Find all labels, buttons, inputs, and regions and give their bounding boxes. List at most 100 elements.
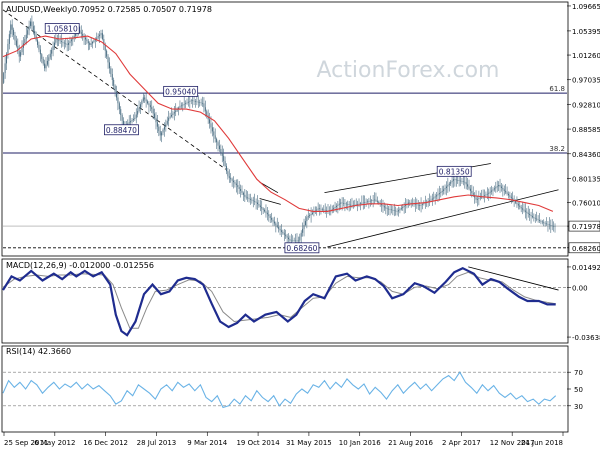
price-candle-body	[117, 97, 119, 104]
price-candle-body	[493, 188, 495, 190]
price-candle-body	[389, 209, 391, 210]
price-candle-body	[295, 240, 297, 242]
price-candle-body	[467, 184, 469, 187]
price-candle-body	[216, 138, 218, 143]
price-candle-body	[44, 63, 46, 69]
price-candle-body	[147, 101, 149, 104]
price-candle-body	[213, 131, 215, 136]
price-candle-body	[93, 40, 95, 42]
price-candle-body	[378, 201, 380, 203]
price-candle-body	[7, 43, 9, 54]
price-candle-body	[334, 206, 336, 209]
price-candle-body	[451, 180, 453, 183]
rsi-tick-label: 70	[574, 369, 583, 377]
price-candle-body	[130, 121, 132, 123]
price-tick-label: 1.05395	[572, 28, 600, 36]
price-candle-body	[252, 200, 254, 202]
price-candle-body	[10, 24, 12, 35]
price-candle-body	[170, 114, 172, 117]
price-candle-body	[547, 224, 549, 225]
price-candle-body	[18, 51, 20, 57]
price-candle-body	[461, 181, 463, 182]
price-candle-body	[127, 123, 129, 125]
price-candle-body	[324, 209, 326, 211]
price-candle-body	[176, 109, 178, 111]
price-candle-body	[431, 198, 433, 200]
price-candle-body	[323, 209, 325, 211]
price-candle-body	[231, 179, 233, 181]
price-candle-body	[455, 179, 457, 181]
price-candle-body	[522, 208, 524, 210]
price-candle-body	[168, 117, 170, 121]
price-candle-body	[214, 135, 216, 139]
price-candle-body	[242, 192, 244, 195]
macd-panel: MACD(12,26,9) -0.012000 -0.012556 0.0149…	[1, 258, 600, 344]
moving-average-line	[2, 35, 554, 212]
price-candle-body	[512, 198, 514, 200]
price-candle-body	[361, 202, 363, 204]
price-candle-body	[478, 198, 480, 199]
price-candle-body	[383, 206, 385, 208]
price-candle-body	[283, 233, 285, 235]
price-candle-body	[506, 192, 508, 194]
price-candle-body	[372, 200, 374, 201]
price-candle-body	[75, 33, 77, 36]
price-candle-body	[89, 43, 91, 45]
price-candle-body	[144, 97, 146, 100]
price-candle-body	[29, 21, 31, 26]
price-candle-body	[61, 41, 63, 42]
price-candle-body	[376, 200, 378, 202]
macd-tick-label: 0.014925	[572, 264, 600, 272]
x-tick-label: 19 Oct 2014	[236, 439, 280, 447]
price-candle-body	[392, 209, 394, 211]
price-candle-body	[498, 185, 500, 187]
price-candle-body	[441, 190, 443, 193]
price-candle-body	[104, 44, 106, 51]
price-candle-body	[280, 230, 282, 232]
price-candle-body	[321, 209, 323, 210]
price-candle-body	[278, 227, 280, 229]
price-tick-label: 0.88585	[572, 126, 600, 134]
price-candle-body	[374, 199, 376, 201]
fib-level-label: 38.2	[549, 145, 565, 153]
price-candle-body	[101, 33, 103, 40]
price-candle-body	[21, 47, 23, 53]
price-candle-body	[303, 224, 305, 229]
price-candle-body	[438, 193, 440, 195]
price-candle-body	[192, 100, 194, 101]
price-candle-body	[520, 206, 522, 209]
level-label-box	[436, 165, 472, 177]
price-candle-body	[355, 204, 357, 206]
price-candle-body	[244, 194, 246, 197]
price-candle-body	[118, 103, 120, 110]
level-label-text: 0.95040	[165, 87, 196, 96]
price-candle-body	[307, 216, 309, 218]
price-candle-body	[484, 195, 486, 197]
price-candle-body	[86, 39, 88, 42]
price-candle-body	[8, 34, 10, 44]
price-candle-body	[398, 210, 400, 212]
price-candle-body	[34, 30, 36, 36]
price-candle-body	[448, 183, 450, 186]
price-candle-body	[245, 196, 247, 198]
price-candle-body	[142, 97, 144, 101]
price-candle-body	[393, 210, 395, 211]
price-candle-body	[447, 185, 449, 187]
price-candle-body	[51, 49, 53, 54]
price-candle-body	[66, 44, 68, 45]
price-candle-body	[347, 204, 349, 205]
symbol-label: AUDUSD,Weekly	[6, 5, 72, 14]
price-candle-body	[254, 201, 256, 202]
price-candle-body	[194, 101, 196, 102]
price-candle-body	[409, 202, 411, 204]
price-candle-body	[488, 192, 490, 194]
price-candle-body	[423, 203, 425, 205]
price-tick-label: 0.76010	[572, 200, 600, 208]
price-candle-body	[53, 42, 55, 47]
watermark: ActionForex.com	[317, 58, 500, 83]
price-candle-body	[108, 62, 110, 69]
price-candle-body	[420, 204, 422, 206]
price-candle-body	[419, 205, 421, 206]
price-candle-body	[158, 126, 160, 132]
price-candle-body	[396, 210, 398, 212]
